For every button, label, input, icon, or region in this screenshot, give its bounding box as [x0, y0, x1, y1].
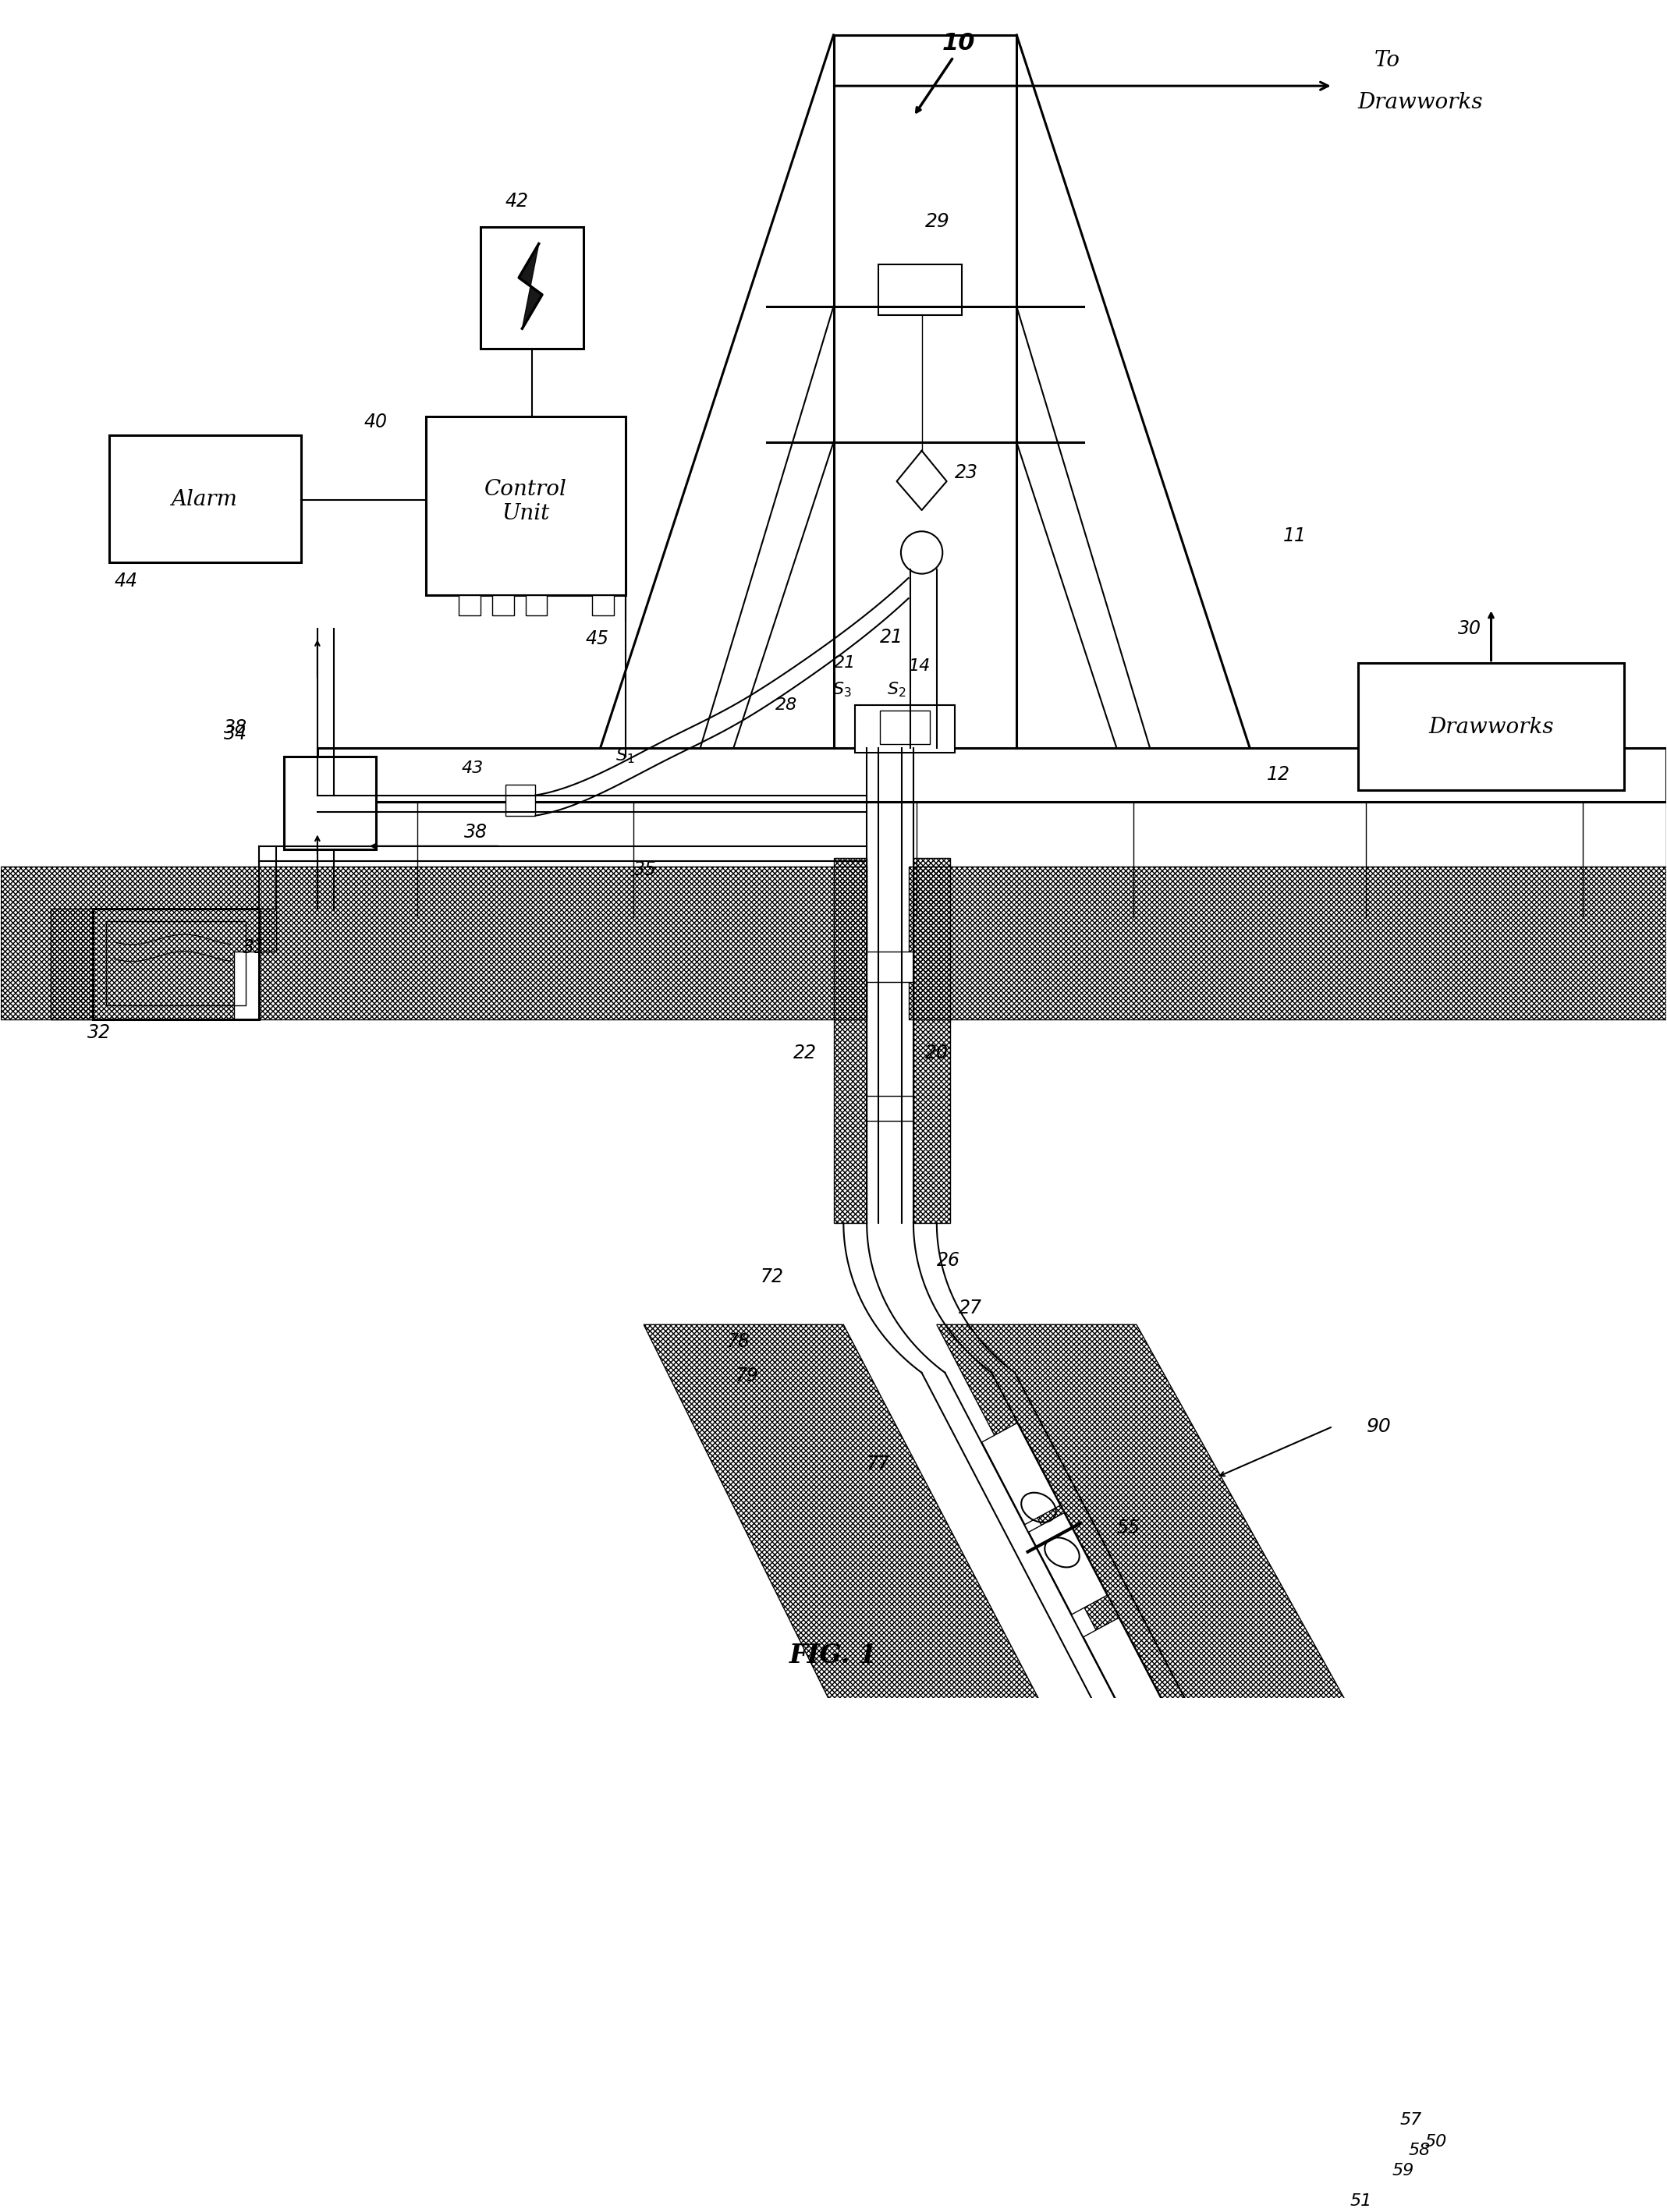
- Bar: [107, 920, 245, 1006]
- Text: 40: 40: [363, 414, 387, 431]
- Text: 90: 90: [1367, 1418, 1390, 1436]
- Text: Alarm: Alarm: [172, 489, 237, 511]
- Text: Drawworks: Drawworks: [1429, 717, 1554, 739]
- Bar: [1359, 664, 1624, 790]
- Text: 35: 35: [633, 860, 657, 878]
- Bar: [317, 748, 1665, 803]
- Polygon shape: [1247, 1933, 1325, 2035]
- Text: 59: 59: [1392, 2163, 1414, 2179]
- Bar: [867, 951, 914, 982]
- Bar: [93, 909, 258, 1020]
- Polygon shape: [1194, 1827, 1272, 1929]
- Text: 78: 78: [727, 1332, 750, 1352]
- Text: 50: 50: [1425, 2135, 1447, 2150]
- Text: 14: 14: [909, 659, 930, 675]
- Polygon shape: [982, 1422, 1060, 1524]
- Text: Drawworks: Drawworks: [1359, 93, 1484, 113]
- Text: 23: 23: [955, 465, 979, 482]
- Bar: [855, 706, 955, 752]
- Text: 43: 43: [462, 761, 483, 776]
- Text: FIG. 1: FIG. 1: [790, 1644, 877, 1668]
- Bar: [283, 757, 375, 849]
- Text: 28: 28: [775, 697, 797, 712]
- Text: $S_2$: $S_2$: [887, 681, 907, 699]
- Text: 77: 77: [867, 1455, 890, 1473]
- Text: 10: 10: [942, 33, 975, 55]
- Text: 44: 44: [115, 573, 138, 591]
- Text: $S_3$: $S_3$: [832, 681, 852, 699]
- Bar: [505, 785, 535, 816]
- Bar: [592, 595, 613, 615]
- Text: 79: 79: [735, 1367, 758, 1385]
- Bar: [458, 595, 480, 615]
- Bar: [880, 710, 930, 743]
- Text: To: To: [1375, 51, 1400, 71]
- Text: 34: 34: [223, 726, 247, 743]
- Text: 21: 21: [880, 628, 904, 646]
- Text: 20: 20: [925, 1044, 949, 1062]
- Polygon shape: [1295, 2044, 1392, 2139]
- Text: 55: 55: [1117, 1520, 1140, 1537]
- Text: Control
Unit: Control Unit: [483, 480, 567, 524]
- Text: 27: 27: [959, 1298, 982, 1316]
- Bar: [492, 595, 513, 615]
- Text: 57: 57: [1400, 2112, 1422, 2128]
- Text: 51: 51: [1350, 2194, 1372, 2210]
- Text: 29: 29: [925, 212, 950, 230]
- Text: 26: 26: [937, 1250, 960, 1270]
- Text: 12: 12: [1267, 765, 1290, 785]
- Text: 21: 21: [834, 655, 855, 670]
- Polygon shape: [1139, 1723, 1217, 1825]
- Bar: [480, 228, 583, 349]
- Bar: [867, 1095, 914, 1121]
- Text: 58: 58: [1409, 2143, 1430, 2159]
- Polygon shape: [1029, 1513, 1107, 1615]
- Text: 11: 11: [1284, 526, 1307, 544]
- Text: 38: 38: [223, 719, 247, 737]
- Bar: [525, 595, 547, 615]
- Text: 22: 22: [793, 1044, 817, 1062]
- Text: 72: 72: [760, 1267, 783, 1287]
- Text: 42: 42: [505, 192, 528, 210]
- Text: $S_1$: $S_1$: [615, 748, 635, 765]
- Text: 32: 32: [88, 1024, 112, 1042]
- Bar: [110, 436, 300, 562]
- Bar: [425, 416, 625, 595]
- Text: 30: 30: [1459, 619, 1482, 639]
- Text: 31: 31: [242, 938, 265, 958]
- Bar: [879, 263, 962, 314]
- Text: 45: 45: [585, 630, 608, 648]
- Polygon shape: [518, 243, 542, 330]
- Text: 38: 38: [463, 823, 487, 843]
- Polygon shape: [1084, 1617, 1162, 1719]
